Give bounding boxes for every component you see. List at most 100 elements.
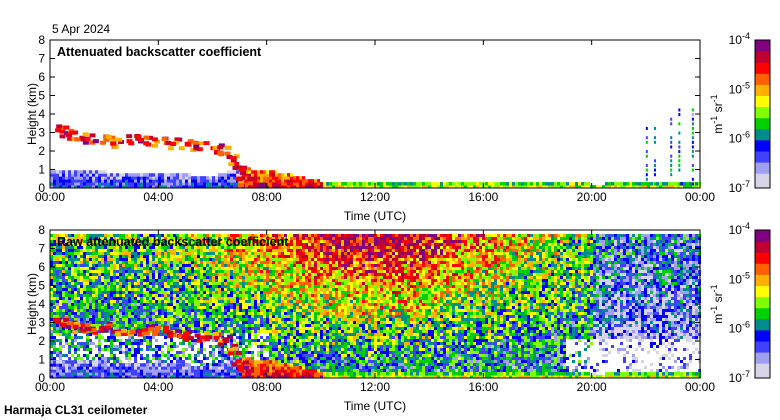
noise-cell [248, 321, 251, 324]
noise-cell [161, 303, 164, 306]
noise-cell [191, 297, 194, 300]
noise-cell [98, 255, 101, 258]
noise-cell [314, 366, 317, 369]
noise-cell [317, 324, 320, 327]
noise-cell [59, 267, 62, 270]
noise-cell [242, 249, 245, 252]
noise-cell [302, 252, 305, 255]
noise-cell [140, 327, 143, 330]
cloud-layer-point [233, 161, 240, 166]
noise-cell [119, 267, 122, 270]
noise-cell [275, 303, 278, 306]
noise-cell [230, 324, 233, 327]
noise-cell [113, 270, 116, 273]
noise-cell [68, 270, 71, 273]
noise-cell [275, 282, 278, 285]
noise-cell [233, 297, 236, 300]
noise-cell [314, 267, 317, 270]
noise-cell [317, 279, 320, 282]
surface-layer-cell [68, 173, 71, 177]
noise-cell [161, 234, 164, 237]
noise-cell [272, 285, 275, 288]
noise-cell [197, 240, 200, 243]
colorbar: 10-710-610-510-4m-1 sr-1 [709, 31, 771, 195]
noise-cell [56, 252, 59, 255]
surface-layer-cell [308, 179, 311, 183]
noise-cell [59, 303, 62, 306]
noise-cell [83, 255, 86, 258]
noise-cell [287, 276, 290, 279]
noise-cell [113, 246, 116, 249]
noise-cell [83, 300, 86, 303]
noise-cell [281, 321, 284, 324]
noise-cell [191, 237, 194, 240]
noise-cell [59, 342, 62, 345]
noise-cell [161, 279, 164, 282]
noise-cell [248, 297, 251, 300]
noise-cell [242, 342, 245, 345]
noise-cell [299, 330, 302, 333]
surface-layer-cell [287, 179, 290, 183]
noise-cell [197, 300, 200, 303]
noise-cell [281, 336, 284, 339]
noise-cell [230, 309, 233, 312]
noise-cell [77, 309, 80, 312]
surface-layer-cell [230, 185, 233, 189]
noise-cell [71, 237, 74, 240]
noise-cell [308, 360, 311, 363]
noise-cell [146, 243, 149, 246]
noise-cell [248, 300, 251, 303]
precip-streak-cell [653, 159, 656, 163]
surface-layer-cell [176, 185, 179, 189]
noise-cell [173, 279, 176, 282]
surface-layer-cell [563, 185, 566, 189]
noise-cell [254, 291, 257, 294]
noise-cell [299, 315, 302, 318]
noise-cell [272, 252, 275, 255]
noise-cell [176, 246, 179, 249]
noise-cell [158, 300, 161, 303]
noise-cell [158, 285, 161, 288]
noise-cell [83, 345, 86, 348]
surface-layer-cell [146, 179, 149, 183]
noise-cell [143, 279, 146, 282]
noise-cell [176, 249, 179, 252]
noise-cell [284, 324, 287, 327]
surface-layer-cell [290, 179, 293, 183]
noise-cell [86, 258, 89, 261]
noise-cell [95, 255, 98, 258]
noise-cell [218, 249, 221, 252]
noise-cell [95, 318, 98, 321]
noise-cell [248, 327, 251, 330]
noise-cell [182, 306, 185, 309]
noise-cell [233, 258, 236, 261]
noise-cell [125, 255, 128, 258]
noise-cell [101, 234, 104, 237]
noise-cell [242, 243, 245, 246]
noise-cell [98, 291, 101, 294]
noise-cell [272, 354, 275, 357]
surface-layer-cell [506, 182, 509, 186]
surface-layer-cell [419, 185, 422, 189]
noise-cell [248, 258, 251, 261]
noise-cell [50, 234, 53, 237]
noise-cell [137, 300, 140, 303]
noise-cell [224, 234, 227, 237]
noise-cell [107, 294, 110, 297]
noise-cell [170, 273, 173, 276]
noise-cell [179, 246, 182, 249]
surface-layer-cell [221, 176, 224, 180]
noise-cell [200, 270, 203, 273]
noise-cell [101, 240, 104, 243]
noise-cell [278, 246, 281, 249]
noise-cell [269, 273, 272, 276]
surface-layer-cell [128, 185, 131, 189]
surface-layer-cell [98, 170, 101, 174]
noise-cell [59, 249, 62, 252]
precip-streak-cell [645, 150, 648, 154]
noise-cell [221, 324, 224, 327]
noise-cell [101, 285, 104, 288]
noise-cell [293, 234, 296, 237]
noise-cell [188, 294, 191, 297]
noise-cell [191, 252, 194, 255]
